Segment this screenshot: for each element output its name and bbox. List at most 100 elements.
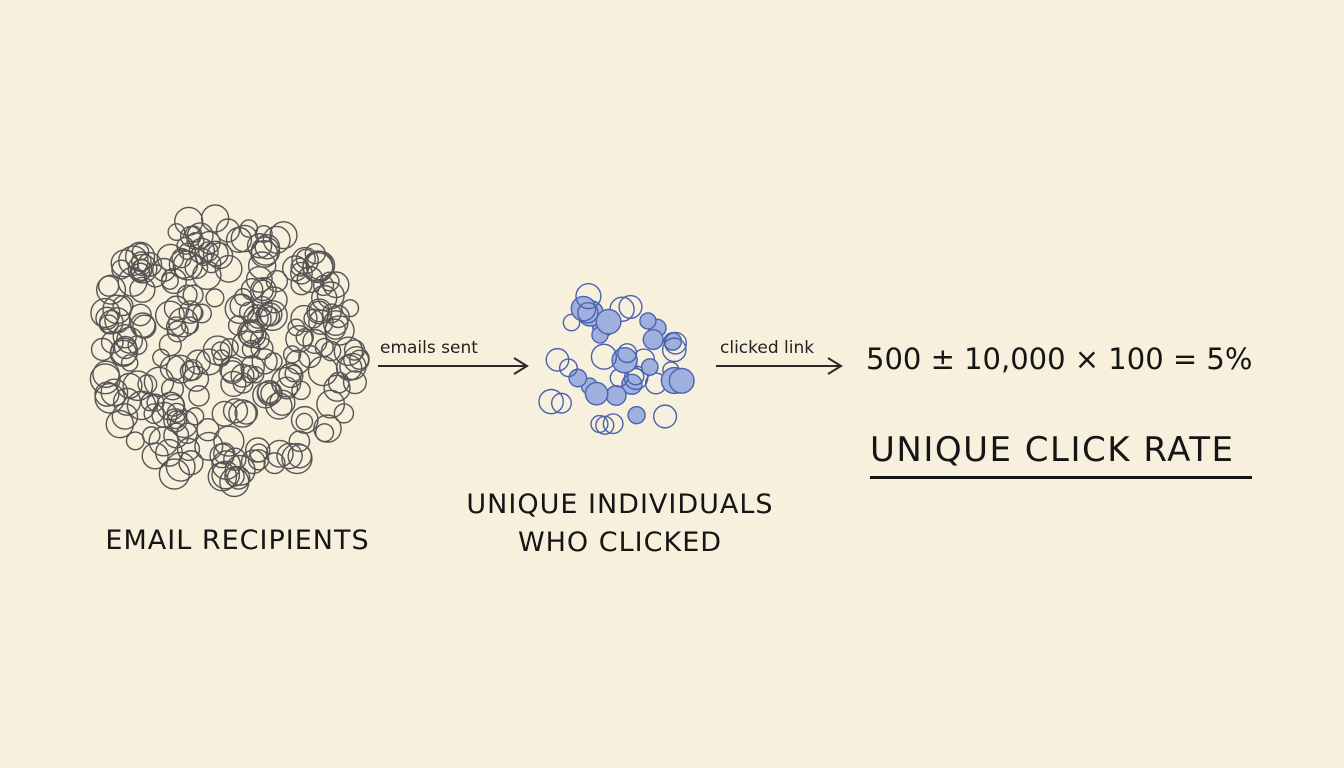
person-circle (249, 329, 270, 350)
email-recipients-caption: EMAIL RECIPIENTS (105, 525, 370, 556)
person-circle (131, 251, 152, 272)
person-circle (538, 388, 564, 415)
person-circle (118, 245, 149, 277)
person-circle (668, 367, 695, 394)
person-circle (224, 293, 255, 325)
person-circle (562, 313, 581, 332)
person-circle (234, 288, 253, 307)
person-circle (640, 358, 659, 376)
person-circle (664, 331, 688, 355)
person-circle (160, 267, 188, 295)
person-circle (290, 405, 319, 434)
person-circle (321, 303, 342, 324)
person-circle (98, 314, 119, 335)
person-circle (176, 422, 198, 445)
person-circle (220, 370, 247, 398)
person-circle (260, 382, 283, 405)
person-circle (89, 363, 121, 395)
person-circle (316, 389, 346, 419)
person-circle (242, 304, 272, 334)
person-circle (327, 371, 350, 394)
person-circle (303, 308, 324, 329)
person-circle (249, 277, 277, 304)
person-circle (132, 314, 157, 339)
person-circle (129, 303, 152, 327)
person-circle (618, 294, 643, 320)
person-circle (90, 297, 121, 329)
person-circle (234, 401, 259, 425)
person-circle (653, 404, 678, 429)
person-circle (163, 422, 190, 449)
person-circle (254, 224, 273, 244)
person-circle (275, 376, 299, 400)
person-circle (143, 264, 168, 288)
person-circle (222, 398, 249, 424)
recipients-cluster (89, 204, 370, 498)
person-circle (244, 437, 271, 463)
person-circle (181, 316, 200, 335)
person-circle (219, 338, 239, 358)
click-rate-formula: 500 ± 10,000 × 100 = 5% (866, 342, 1253, 376)
person-circle (174, 206, 204, 236)
person-circle (306, 298, 333, 325)
person-circle (143, 366, 175, 398)
person-circle (285, 324, 313, 353)
person-circle (290, 261, 313, 285)
person-circle (116, 372, 143, 399)
person-circle (302, 328, 328, 355)
person-circle (251, 295, 273, 318)
person-circle (281, 442, 313, 475)
person-circle (595, 415, 615, 435)
person-circle (237, 319, 265, 347)
person-circle (94, 382, 126, 414)
person-circle (324, 315, 355, 346)
person-circle (178, 450, 204, 476)
person-circle (100, 330, 124, 354)
person-circle (188, 385, 210, 407)
person-circle (111, 403, 139, 430)
person-circle (246, 233, 273, 259)
person-circle (265, 269, 289, 293)
person-circle (238, 320, 267, 349)
person-circle (265, 439, 294, 468)
person-circle (269, 221, 298, 250)
person-circle (228, 399, 257, 428)
person-circle (282, 345, 302, 364)
person-circle (158, 458, 190, 490)
person-circle (126, 390, 157, 421)
person-circle (112, 323, 138, 349)
person-circle (225, 226, 253, 254)
emails-sent-label: emails sent (380, 338, 478, 358)
person-circle (141, 426, 161, 445)
person-circle (298, 344, 322, 369)
person-circle (605, 384, 627, 407)
person-circle (230, 363, 255, 388)
person-circle (178, 242, 197, 261)
person-circle (127, 253, 158, 284)
person-circle (584, 381, 609, 406)
person-circle (639, 312, 657, 330)
person-circle (202, 240, 229, 267)
person-circle (287, 318, 306, 337)
person-circle (219, 466, 250, 498)
person-circle (182, 284, 204, 306)
person-circle (296, 266, 324, 294)
unique-click-rate-title: UNIQUE CLICK RATE (870, 430, 1252, 479)
person-circle (258, 302, 283, 327)
person-circle (192, 303, 212, 324)
person-circle (176, 284, 198, 306)
person-circle (227, 315, 249, 336)
person-circle (550, 392, 572, 414)
person-circle (284, 364, 303, 383)
person-circle (602, 413, 624, 435)
person-circle (240, 355, 265, 380)
person-circle (165, 354, 195, 384)
person-circle (250, 236, 281, 266)
person-circle (122, 370, 154, 402)
person-circle (617, 343, 638, 364)
person-circle (626, 367, 645, 386)
person-circle (100, 378, 129, 407)
caption-line-2: WHO CLICKED (517, 527, 723, 558)
arrow-emails-sent (378, 357, 529, 375)
